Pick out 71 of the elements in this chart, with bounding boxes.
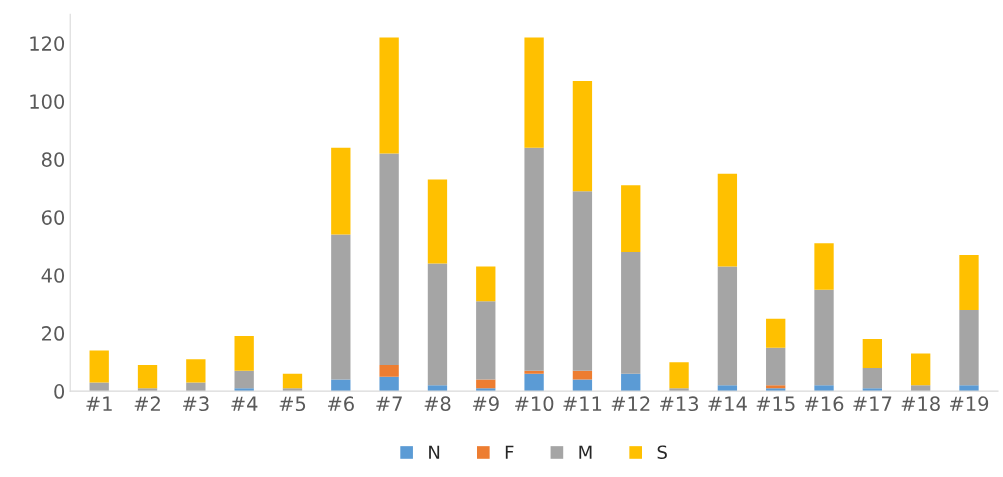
bar	[766, 347, 786, 386]
y-tick-label: 40	[41, 268, 65, 283]
legend-label: M	[579, 445, 592, 459]
bar	[331, 234, 351, 380]
bar	[234, 336, 254, 371]
bar	[476, 266, 496, 302]
x-tick-label: #11	[563, 396, 602, 411]
bar	[186, 359, 206, 383]
bar	[476, 379, 496, 389]
legend-label: N	[429, 445, 440, 459]
bar	[379, 365, 399, 377]
bar	[959, 254, 979, 310]
bar	[911, 353, 931, 386]
bar	[959, 309, 979, 386]
x-tick-label: #14	[708, 396, 747, 411]
bar	[524, 37, 544, 148]
x-tick-label: #1	[86, 396, 112, 411]
bar	[331, 147, 351, 235]
x-tick-label: #16	[805, 396, 844, 412]
bar	[282, 373, 303, 389]
bar	[524, 147, 544, 371]
y-tick-label: 60	[41, 210, 65, 225]
x-tick-label: #5	[279, 396, 306, 412]
bar	[621, 185, 641, 252]
bar	[427, 179, 448, 264]
y-tick-label: 20	[42, 326, 65, 341]
x-tick-label: #13	[660, 396, 699, 412]
bar	[621, 252, 641, 374]
bar	[621, 373, 641, 392]
bar	[862, 367, 883, 389]
bar	[814, 243, 834, 290]
x-tick-label: #17	[853, 396, 892, 411]
bar	[379, 153, 399, 366]
x-tick-label: #12	[611, 396, 650, 411]
x-tick-label: #7	[376, 396, 402, 411]
y-tick-label: 120	[30, 36, 65, 51]
bar	[717, 173, 738, 267]
x-tick-label: #18	[901, 396, 940, 412]
bar	[427, 263, 448, 386]
bar	[572, 370, 593, 380]
bar	[766, 318, 786, 348]
x-tick-label: #9	[472, 396, 499, 412]
bar	[476, 301, 496, 380]
bar	[234, 370, 254, 389]
bar	[524, 370, 544, 374]
bar	[572, 191, 593, 371]
x-tick-label: #8	[424, 396, 451, 412]
bar	[524, 373, 544, 392]
bar	[379, 376, 399, 392]
y-tick-label: 100	[30, 94, 65, 109]
y-tick-label: 0	[54, 384, 65, 399]
bar	[572, 80, 593, 192]
bar	[379, 37, 399, 154]
x-tick-label: #19	[949, 396, 989, 412]
bar	[89, 382, 109, 392]
x-tick-label: #2	[134, 396, 160, 411]
bar	[186, 382, 206, 392]
bar	[814, 289, 834, 386]
bar	[717, 266, 738, 386]
x-tick-label: #3	[183, 396, 209, 412]
y-tick-label: 80	[41, 152, 65, 167]
x-tick-label: #10	[515, 396, 554, 412]
legend-label: S	[657, 445, 667, 460]
bar	[862, 338, 883, 368]
x-tick-label: #4	[231, 396, 258, 411]
bar	[89, 350, 109, 383]
x-tick-label: #6	[327, 396, 354, 412]
legend-label: F	[505, 445, 514, 459]
x-tick-label: #15	[756, 396, 795, 412]
bar	[137, 365, 158, 389]
bar	[669, 362, 689, 389]
